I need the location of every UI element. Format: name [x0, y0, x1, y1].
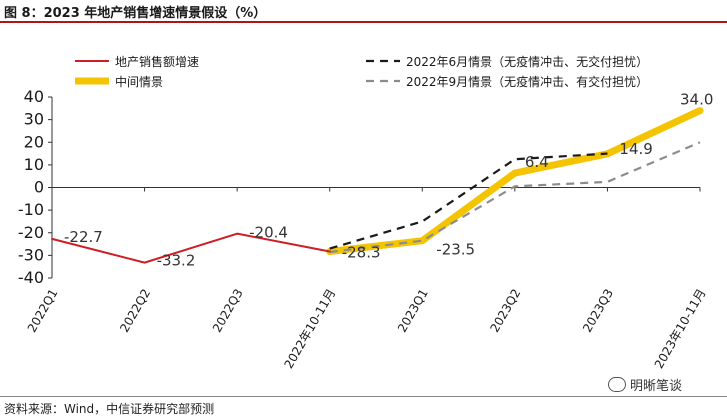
- x-tick-label: 2022Q1: [25, 287, 61, 335]
- series-line-1: [326, 107, 704, 256]
- legend-label-2: 2022年6月情景（无疫情冲击、无交付担忧）: [406, 54, 648, 69]
- y-tick-label: 10: [24, 155, 44, 174]
- data-label: -23.5: [436, 241, 475, 259]
- legend-label-3: 2022年9月情景（无疫情冲击、有交付担忧）: [406, 74, 648, 89]
- data-label: -20.4: [249, 224, 288, 242]
- data-label: 34.0: [680, 91, 713, 109]
- legend-label-1: 中间情景: [115, 74, 163, 89]
- data-label: 6.4: [525, 153, 549, 171]
- data-label: -33.2: [157, 252, 196, 270]
- data-label: 14.9: [619, 140, 652, 158]
- series-group: [51, 107, 704, 264]
- x-tick-label: 2022Q3: [210, 287, 246, 335]
- y-tick-label: 20: [24, 132, 44, 151]
- y-tick-label: -30: [18, 245, 44, 264]
- y-tick-label: 0: [34, 178, 44, 197]
- title-rule: [0, 21, 727, 23]
- x-tick-label: 2023Q2: [488, 287, 524, 335]
- axes: -40 -30 -20 -10 0 10 20 30 40 2022Q1 2022Q2 2022Q3 2…: [18, 87, 709, 371]
- y-tick-label: -40: [18, 268, 44, 287]
- footer-rule: [0, 396, 727, 397]
- x-tick-label: 2023Q1: [395, 287, 431, 335]
- data-label: -22.7: [64, 228, 103, 246]
- watermark: 明晰笔谈: [608, 375, 682, 394]
- data-labels: -22.7 -33.2 -20.4 -28.3 -23.5 6.4 14.9 34.0: [64, 91, 713, 270]
- y-tick-label: 30: [24, 110, 44, 129]
- series-line-2: [329, 152, 608, 250]
- figure-title: 图 8：2023 年地产销售增速情景假设（%）: [4, 6, 267, 21]
- series-line-0: [51, 232, 331, 264]
- x-tick-label: 2022Q2: [117, 287, 153, 335]
- source-note: 资料来源：Wind，中信证券研究部预测: [4, 402, 215, 416]
- legend-label-0: 地产销售额增速: [115, 54, 199, 69]
- x-tick-label: 2023年10-11月: [652, 287, 709, 371]
- series-line-3: [329, 141, 701, 254]
- y-tick-label: 40: [24, 87, 44, 106]
- y-tick-label: -20: [18, 223, 44, 242]
- data-label: -28.3: [342, 244, 381, 262]
- x-tick-label: 2022年10-11月: [281, 287, 338, 371]
- wechat-icon: [608, 377, 626, 392]
- y-tick-label: -10: [18, 200, 44, 219]
- watermark-text: 明晰笔谈: [630, 379, 683, 394]
- x-tick-label: 2023Q3: [580, 287, 616, 335]
